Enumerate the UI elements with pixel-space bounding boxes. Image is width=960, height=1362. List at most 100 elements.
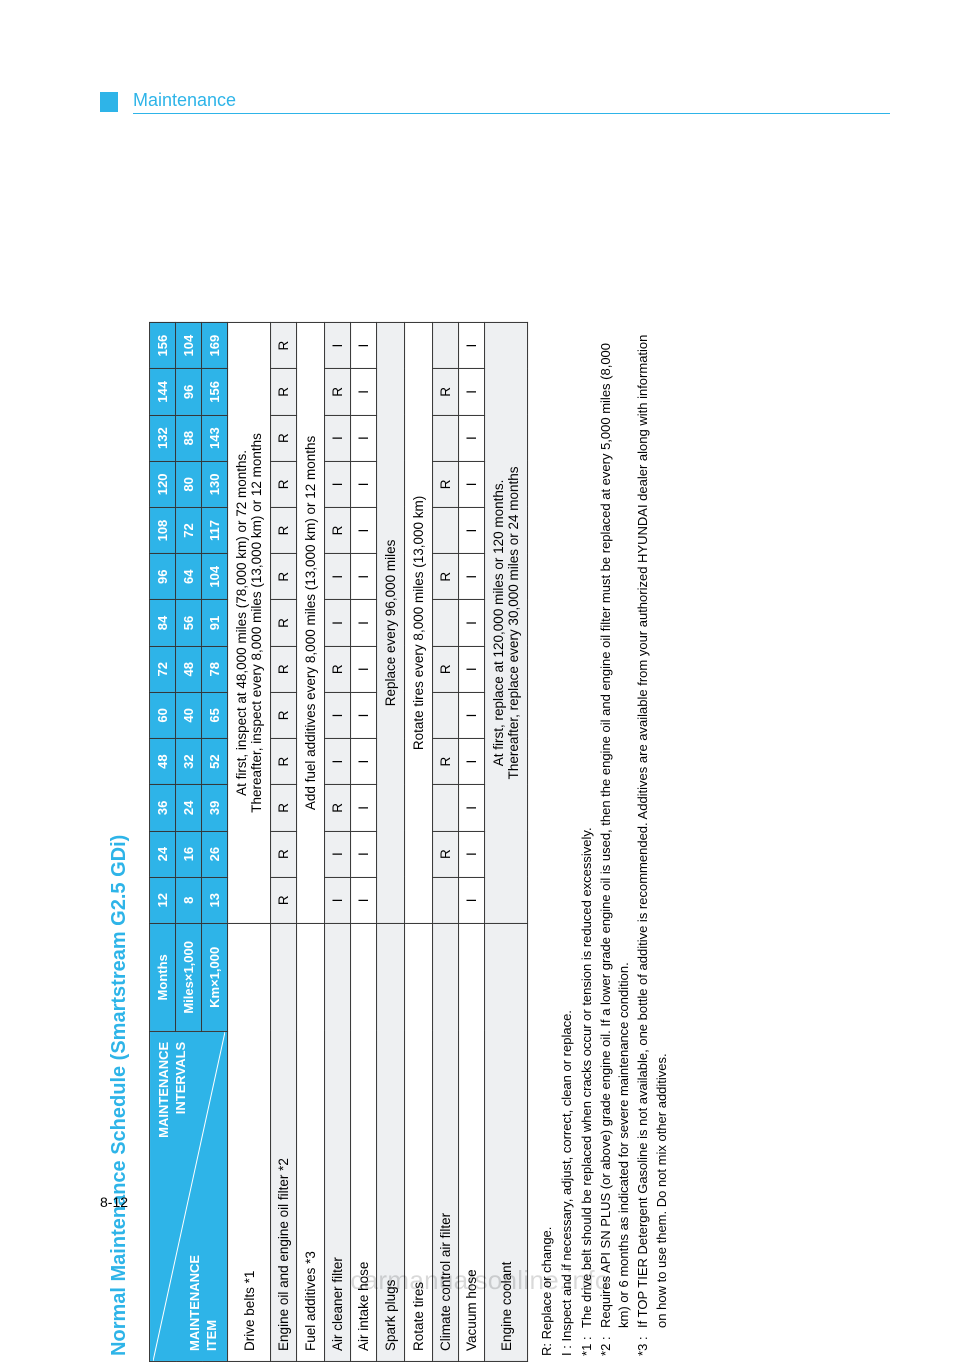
item-cell	[433, 415, 459, 461]
interval-value: 80	[176, 461, 202, 507]
item-cell: I	[351, 554, 377, 600]
interval-value: 24	[176, 785, 202, 831]
interval-value: 39	[202, 785, 228, 831]
item-cell: I	[459, 369, 485, 415]
interval-value: 36	[150, 785, 176, 831]
footnote-text: The drive belt should be replaced when c…	[578, 322, 597, 1328]
item-cell: R	[271, 831, 297, 877]
interval-value: 78	[202, 646, 228, 692]
page-number: 8-12	[100, 1194, 128, 1210]
item-span: At first, inspect at 48,000 miles (78,00…	[228, 322, 271, 923]
item-cell: R	[325, 369, 351, 415]
interval-value: 13	[202, 877, 228, 923]
item-cell: I	[459, 507, 485, 553]
item-cell: R	[433, 369, 459, 415]
item-cell: R	[325, 646, 351, 692]
item-cell: R	[325, 507, 351, 553]
footnote-text: Requires API SN PLUS (or above) grade en…	[597, 322, 635, 1328]
item-cell: R	[271, 692, 297, 738]
item-cell: I	[325, 554, 351, 600]
item-cell: I	[351, 322, 377, 368]
maintenance-table: MAINTENANCEINTERVALSMAINTENANCEITEMMonth…	[149, 322, 528, 1362]
item-cell: I	[459, 692, 485, 738]
interval-value: 60	[150, 692, 176, 738]
item-cell: R	[433, 554, 459, 600]
item-cell: R	[271, 877, 297, 923]
interval-value: 48	[176, 646, 202, 692]
interval-value: 56	[176, 600, 202, 646]
item-span: Replace every 96,000 miles	[377, 322, 405, 923]
item-cell: I	[459, 785, 485, 831]
interval-label: Months	[150, 923, 176, 1031]
footnote-text: If TOP TIER Detergent Gasoline is not av…	[634, 322, 672, 1328]
interval-value: 48	[150, 739, 176, 785]
item-cell: R	[271, 507, 297, 553]
section-title: Maintenance	[133, 90, 890, 114]
item-cell: R	[271, 322, 297, 368]
interval-value: 96	[150, 554, 176, 600]
item-cell: I	[459, 831, 485, 877]
item-cell: R	[271, 600, 297, 646]
item-cell: I	[325, 322, 351, 368]
interval-value: 52	[202, 739, 228, 785]
item-cell: R	[271, 785, 297, 831]
footnote-mark: *2 :	[597, 1328, 635, 1356]
item-cell	[433, 877, 459, 923]
interval-value: 156	[150, 322, 176, 368]
interval-value: 156	[202, 369, 228, 415]
interval-value: 88	[176, 415, 202, 461]
interval-value: 8	[176, 877, 202, 923]
item-cell: I	[459, 877, 485, 923]
section-header: Maintenance	[100, 90, 890, 114]
item-cell: I	[325, 461, 351, 507]
interval-value: 143	[202, 415, 228, 461]
interval-value: 132	[150, 415, 176, 461]
item-cell	[433, 692, 459, 738]
item-cell: R	[325, 785, 351, 831]
legend-i: I : Inspect and if necessary, adjust, co…	[558, 322, 577, 1356]
interval-value: 65	[202, 692, 228, 738]
interval-value: 16	[176, 831, 202, 877]
item-cell: I	[351, 600, 377, 646]
corner-top: MAINTENANCEINTERVALS	[156, 1042, 190, 1138]
footnote: *2 :Requires API SN PLUS (or above) grad…	[597, 322, 635, 1356]
main-content: Normal Maintenance Schedule (Smartstream…	[108, 322, 672, 1362]
item-cell: R	[433, 646, 459, 692]
interval-value: 144	[150, 369, 176, 415]
item-cell: R	[271, 554, 297, 600]
item-cell: R	[271, 369, 297, 415]
item-span: Rotate tires every 8,000 miles (13,000 k…	[405, 322, 433, 923]
footnote: *1 :The drive belt should be replaced wh…	[578, 322, 597, 1356]
item-cell	[433, 785, 459, 831]
item-cell: I	[351, 461, 377, 507]
item-cell: I	[351, 877, 377, 923]
page: Maintenance Normal Maintenance Schedule …	[0, 0, 960, 1240]
item-cell	[433, 322, 459, 368]
item-cell: R	[433, 461, 459, 507]
item-cell: I	[351, 785, 377, 831]
item-cell: I	[325, 415, 351, 461]
item-span: At first, replace at 120,000 miles or 12…	[485, 322, 528, 923]
interval-value: 120	[150, 461, 176, 507]
interval-label: Km×1,000	[202, 923, 228, 1031]
interval-value: 72	[176, 507, 202, 553]
item-cell: R	[271, 739, 297, 785]
interval-value: 84	[150, 600, 176, 646]
footnote: *3 :If TOP TIER Detergent Gasoline is no…	[634, 322, 672, 1356]
item-cell	[433, 600, 459, 646]
item-cell: I	[351, 369, 377, 415]
interval-label: Miles×1,000	[176, 923, 202, 1031]
item-cell: I	[351, 831, 377, 877]
item-cell: I	[459, 415, 485, 461]
item-cell: I	[351, 507, 377, 553]
interval-value: 108	[150, 507, 176, 553]
interval-value: 26	[202, 831, 228, 877]
notes: R: Replace or change. I : Inspect and if…	[538, 322, 672, 1356]
item-cell: R	[433, 739, 459, 785]
item-cell: I	[325, 877, 351, 923]
footnote-mark: *3 :	[634, 1328, 672, 1356]
section-marker	[100, 92, 118, 112]
interval-value: 91	[202, 600, 228, 646]
item-cell: I	[325, 600, 351, 646]
item-cell: I	[325, 831, 351, 877]
